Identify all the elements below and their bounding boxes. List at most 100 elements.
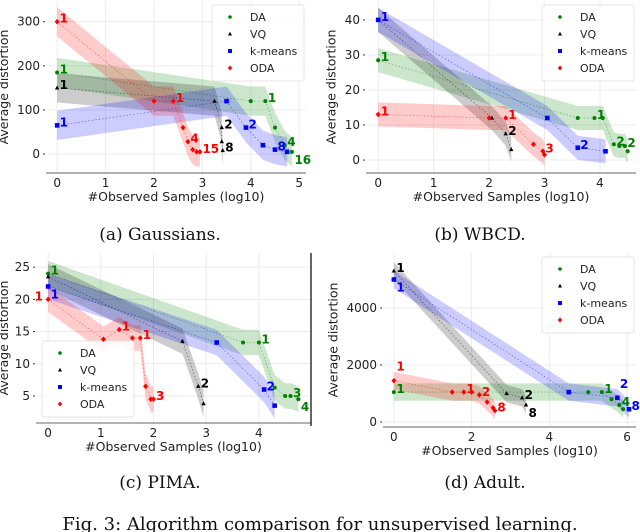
point-label-ODA: 1: [176, 91, 184, 105]
y-tick-label: 2000: [346, 358, 377, 372]
legend-label: k-means: [250, 45, 298, 58]
legend-marker-VQ: [558, 31, 562, 36]
point-label-DA: 2: [627, 136, 635, 150]
legend-label: ODA: [580, 62, 605, 75]
legend-box: [541, 256, 635, 334]
point-DA: [600, 116, 605, 121]
point-label-VQ: 2: [224, 118, 232, 132]
point-ODA: [197, 149, 203, 155]
point-label-DA: 4: [622, 395, 630, 409]
point-label-DA: 1: [396, 382, 404, 396]
point-label-ODA: 1: [466, 382, 474, 396]
point-label-ODA: 2: [482, 385, 490, 399]
legend-label: k-means: [580, 45, 628, 58]
band-ODA: [393, 371, 495, 420]
point-k-means: [224, 98, 229, 104]
x-tick-label: 3: [202, 426, 210, 440]
point-label-ODA: 3: [545, 141, 553, 155]
legend-box: [541, 4, 635, 82]
legend-label: ODA: [80, 398, 105, 411]
point-DA: [621, 407, 626, 412]
point-label-ODA: 1: [60, 12, 68, 26]
point-ODA: [530, 141, 536, 148]
point-ODA: [542, 151, 548, 158]
point-label-k-means: 2: [580, 138, 588, 152]
legend-marker-DA: [58, 351, 62, 355]
point-DA: [263, 99, 268, 104]
subfigure-caption: (b) WBCD.: [434, 225, 525, 245]
point-label-DA: 1: [51, 264, 59, 278]
y-tick-label: 100: [17, 103, 40, 117]
band-VQ: [48, 264, 204, 417]
x-tick-label: 3: [199, 176, 207, 190]
legend-label: ODA: [250, 62, 275, 75]
point-label-k-means: 1: [381, 10, 389, 24]
x-tick-label: 4: [596, 176, 604, 190]
point-DA: [599, 390, 604, 395]
subfigure-caption: (a) Gaussians.: [99, 225, 221, 245]
point-label-k-means: 1: [51, 287, 59, 301]
point-k-means: [260, 142, 266, 148]
band-ODA: [378, 102, 545, 167]
point-ODA: [449, 389, 455, 395]
point-label-VQ: 1: [60, 78, 68, 92]
point-ODA: [54, 18, 60, 25]
legend-label: k-means: [580, 297, 628, 310]
point-label-DA: 16: [294, 153, 311, 167]
y-tick-label: 0: [352, 153, 360, 167]
point-label-ODA: 4: [190, 132, 198, 146]
point-DA: [586, 390, 591, 395]
x-tick-label: 3: [541, 176, 549, 190]
y-tick-label: 15: [15, 325, 30, 339]
x-tick-label: 2: [468, 430, 476, 444]
legend-box: [41, 340, 135, 418]
x-tick-label: 0: [53, 176, 61, 190]
y-tick-label: 0: [369, 415, 377, 429]
point-ODA: [180, 124, 186, 131]
x-axis-label: #Observed Samples (log10): [88, 189, 265, 204]
figure-caption: Fig. 3: Algorithm comparison for unsuper…: [62, 514, 577, 532]
point-k-means: [575, 145, 581, 151]
point-DA: [288, 393, 293, 398]
chart-panel-3: 0 2 4 6 0 2000 4000 #Observed Samples (log10) Av…: [325, 253, 640, 493]
x-axis-label: #Observed Samples (log10): [85, 439, 262, 454]
point-ODA: [194, 149, 200, 155]
point-label-DA: 1: [261, 333, 269, 347]
point-ODA: [45, 296, 51, 303]
point-label-k-means: 1: [396, 281, 404, 295]
legend-marker-ODA: [557, 65, 563, 71]
point-label-k-means: 2: [620, 377, 628, 391]
point-k-means: [375, 17, 381, 23]
legend-label: DA: [250, 11, 266, 24]
point-label-DA: 3: [293, 386, 301, 400]
point-label-VQ: 1: [396, 261, 404, 275]
legend: DA VQ k-means ODA: [541, 256, 635, 334]
point-ODA: [100, 336, 106, 343]
x-tick-label: 2: [150, 176, 158, 190]
legend-marker-DA: [558, 15, 562, 19]
legend: DA VQ k-means ODA: [41, 340, 135, 418]
legend-marker-DA: [558, 267, 562, 271]
point-label-VQ: 2: [525, 388, 533, 402]
point-ODA: [190, 146, 196, 153]
point-k-means: [566, 389, 572, 395]
x-tick-label: 4: [255, 426, 263, 440]
legend-marker-k-means: [58, 385, 62, 389]
band-DA: [48, 260, 299, 412]
x-tick-label: 4: [546, 430, 554, 444]
y-tick-label: 300: [17, 15, 40, 29]
y-tick-label: 20: [345, 83, 360, 97]
point-DA: [609, 397, 614, 402]
point-label-k-means: 2: [248, 118, 256, 132]
point-ODA: [116, 326, 122, 333]
point-k-means: [615, 395, 620, 401]
point-k-means: [626, 406, 632, 412]
point-label-DA: 4: [301, 400, 309, 414]
legend-marker-ODA: [557, 317, 563, 323]
point-label-DA: 1: [597, 108, 605, 122]
legend-marker-k-means: [228, 49, 232, 53]
point-label-ODA: 8: [497, 401, 505, 415]
legend-marker-k-means: [558, 49, 562, 53]
point-ODA: [375, 111, 381, 118]
